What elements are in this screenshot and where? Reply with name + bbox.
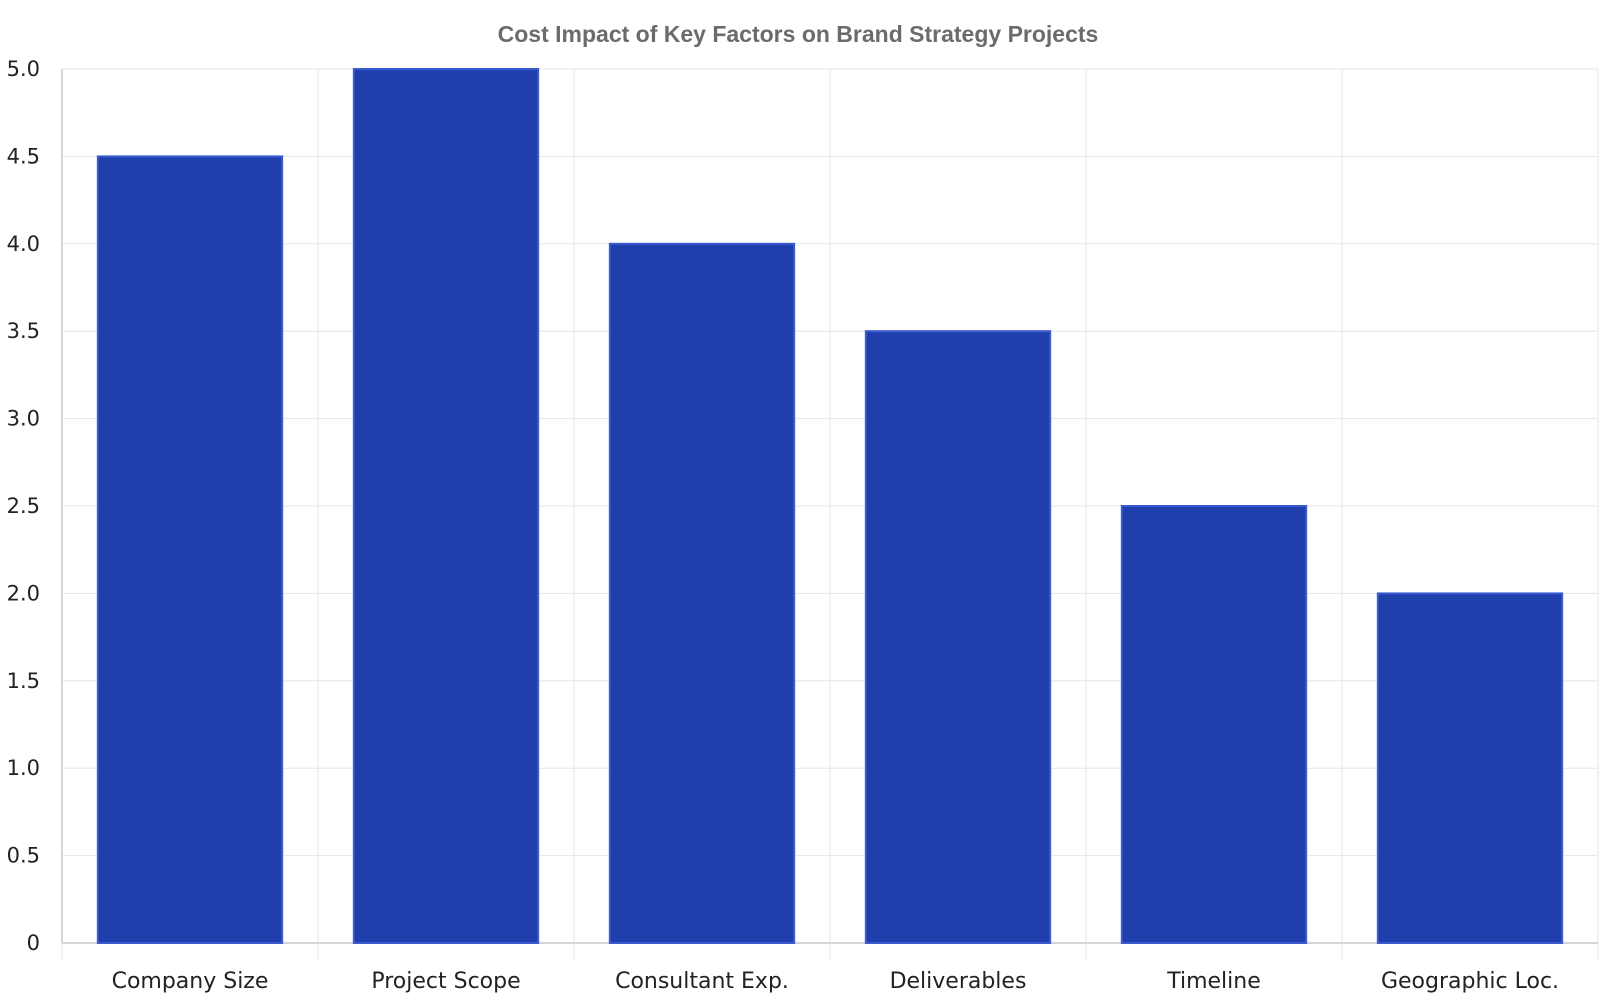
bars-layer <box>96 68 1564 945</box>
x-tick-label: Company Size <box>112 969 269 994</box>
y-tick-label: 3.5 <box>7 319 40 343</box>
bar <box>1120 505 1308 944</box>
y-tick-label: 5.0 <box>7 57 40 81</box>
x-tick-label: Geographic Loc. <box>1381 969 1559 994</box>
y-tick-label: 2.0 <box>7 581 40 605</box>
y-tick-label: 4.5 <box>7 144 40 168</box>
bar <box>1376 592 1564 945</box>
grid-layer <box>61 68 1599 959</box>
x-tick-label: Consultant Exp. <box>615 969 789 994</box>
bar <box>608 242 796 945</box>
bar <box>96 155 284 944</box>
y-axis-ticks: 0 0.5 1.0 1.5 2.0 2.5 3.0 3.5 4.0 4.5 5.0 <box>7 57 40 955</box>
y-tick-label: 4.0 <box>7 232 40 256</box>
y-tick-label: 1.0 <box>7 756 40 780</box>
y-tick-label: 0 <box>27 931 40 955</box>
x-axis-ticks: Company Size Project Scope Consultant Exp.… <box>112 969 1559 994</box>
y-tick-label: 1.5 <box>7 669 40 693</box>
y-tick-label: 3.0 <box>7 407 40 431</box>
chart-title: Cost Impact of Key Factors on Brand Stra… <box>498 21 1099 47</box>
y-tick-label: 2.5 <box>7 494 40 518</box>
x-tick-label: Project Scope <box>371 969 520 994</box>
bar <box>864 330 1052 944</box>
x-tick-label: Deliverables <box>890 969 1027 994</box>
y-tick-label: 0.5 <box>7 844 40 868</box>
bar <box>352 68 540 944</box>
x-tick-label: Timeline <box>1166 969 1261 994</box>
